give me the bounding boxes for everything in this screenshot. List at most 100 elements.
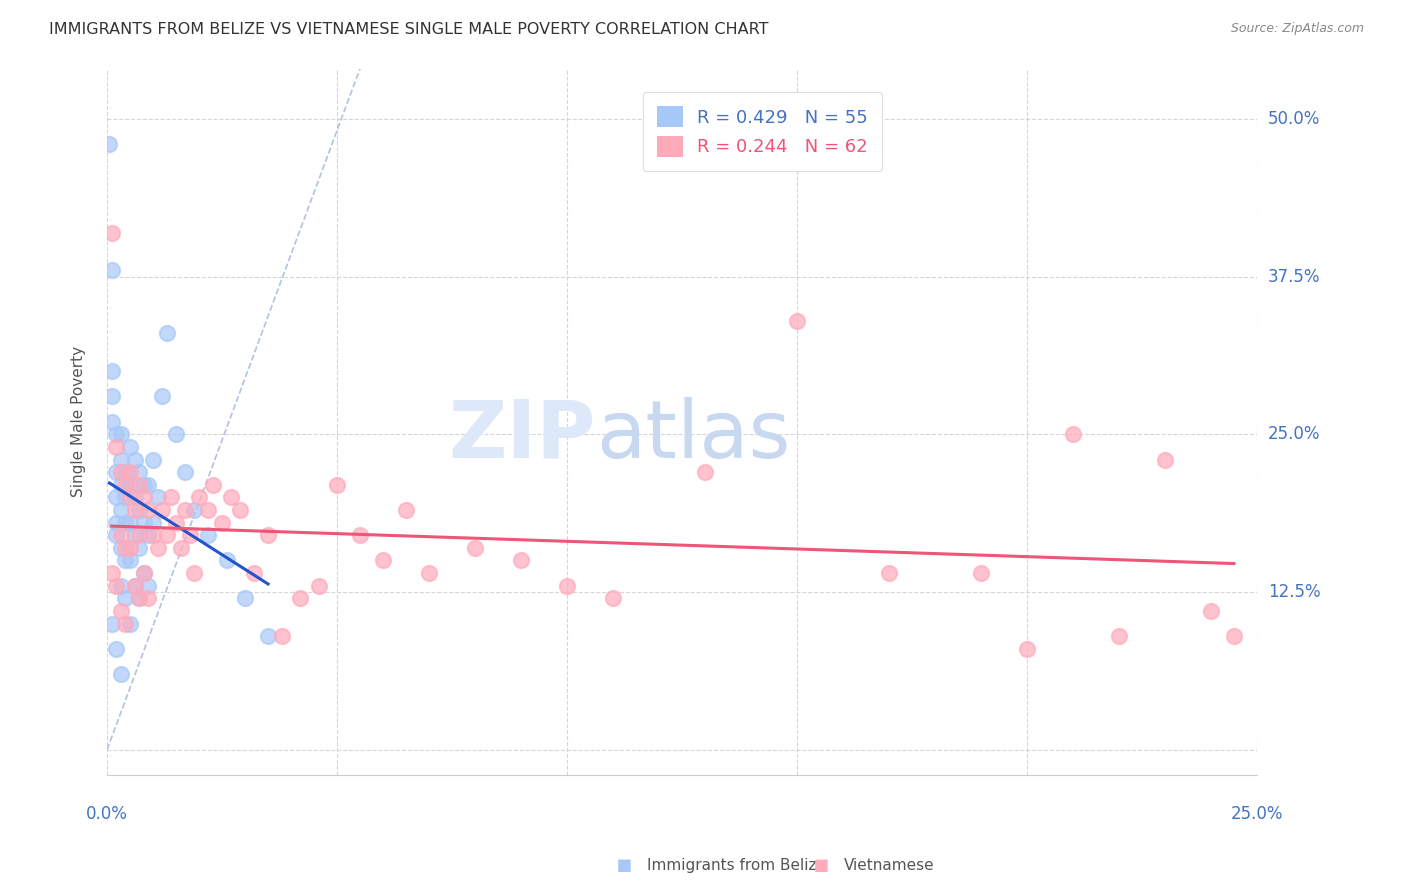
Point: [128, 528, 150, 542]
Text: IMMIGRANTS FROM BELIZE VS VIETNAMESE SINGLE MALE POVERTY CORRELATION CHART: IMMIGRANTS FROM BELIZE VS VIETNAMESE SIN…: [49, 22, 769, 37]
Text: ZIP: ZIP: [449, 397, 596, 475]
Point: [110, 465, 132, 479]
Point: [124, 579, 146, 593]
Point: [110, 528, 132, 542]
Point: [100, 364, 122, 378]
Point: [160, 491, 183, 505]
Point: [114, 541, 136, 555]
Point: [138, 579, 160, 593]
Point: [110, 579, 132, 593]
Point: [110, 667, 132, 681]
Point: [114, 491, 136, 505]
Point: [124, 579, 146, 593]
Point: [1223, 629, 1246, 643]
Text: 37.5%: 37.5%: [1268, 268, 1320, 285]
Point: [290, 591, 312, 606]
Point: [120, 553, 142, 567]
Y-axis label: Single Male Poverty: Single Male Poverty: [72, 346, 86, 497]
Point: [105, 528, 128, 542]
Point: [169, 541, 191, 555]
Text: Source: ZipAtlas.com: Source: ZipAtlas.com: [1230, 22, 1364, 36]
Point: [114, 616, 136, 631]
Text: ▪: ▪: [616, 854, 633, 877]
Point: [270, 629, 292, 643]
Point: [174, 503, 197, 517]
Point: [215, 553, 238, 567]
Point: [132, 566, 155, 580]
Point: [120, 491, 142, 505]
Point: [464, 541, 486, 555]
Point: [128, 591, 150, 606]
Point: [201, 477, 224, 491]
Point: [128, 591, 150, 606]
Point: [257, 629, 280, 643]
Point: [114, 465, 136, 479]
Point: [110, 452, 132, 467]
Point: [132, 491, 155, 505]
Point: [105, 465, 128, 479]
Point: [128, 465, 150, 479]
Point: [100, 389, 122, 403]
Point: [1108, 629, 1130, 643]
Point: [110, 503, 132, 517]
Point: [555, 579, 578, 593]
Text: 12.5%: 12.5%: [1268, 583, 1320, 601]
Point: [138, 477, 160, 491]
Text: Immigrants from Belize: Immigrants from Belize: [647, 858, 825, 872]
Point: [349, 528, 371, 542]
Point: [197, 528, 219, 542]
Point: [418, 566, 440, 580]
Point: [156, 528, 179, 542]
Point: [693, 465, 716, 479]
Point: [1015, 641, 1038, 656]
Point: [257, 528, 280, 542]
Point: [124, 503, 146, 517]
Point: [308, 579, 330, 593]
Point: [602, 591, 624, 606]
Point: [1062, 427, 1084, 442]
Point: [128, 541, 150, 555]
Point: [395, 503, 418, 517]
Point: [138, 503, 160, 517]
Point: [114, 591, 136, 606]
Point: [132, 516, 155, 530]
Point: [138, 591, 160, 606]
Text: 25.0%: 25.0%: [1268, 425, 1320, 443]
Point: [150, 503, 173, 517]
Point: [165, 516, 187, 530]
Point: [124, 528, 146, 542]
Point: [326, 477, 349, 491]
Point: [156, 326, 179, 341]
Text: Vietnamese: Vietnamese: [844, 858, 934, 872]
Point: [243, 566, 266, 580]
Point: [371, 553, 394, 567]
Point: [188, 491, 211, 505]
Point: [110, 604, 132, 618]
Point: [100, 616, 122, 631]
Point: [150, 389, 173, 403]
Point: [211, 516, 233, 530]
Point: [114, 553, 136, 567]
Point: [105, 440, 128, 454]
Point: [110, 541, 132, 555]
Point: [174, 465, 197, 479]
Text: ▪: ▪: [813, 854, 830, 877]
Text: 0.0%: 0.0%: [86, 805, 128, 823]
Point: [120, 541, 142, 555]
Text: 25.0%: 25.0%: [1230, 805, 1284, 823]
Point: [120, 616, 142, 631]
Point: [105, 579, 128, 593]
Point: [120, 440, 142, 454]
Point: [98, 137, 121, 152]
Point: [165, 427, 187, 442]
Point: [105, 641, 128, 656]
Point: [510, 553, 533, 567]
Point: [219, 491, 242, 505]
Point: [105, 491, 128, 505]
Point: [105, 427, 128, 442]
Point: [110, 477, 132, 491]
Point: [100, 566, 122, 580]
Point: [197, 503, 219, 517]
Point: [128, 503, 150, 517]
Point: [877, 566, 900, 580]
